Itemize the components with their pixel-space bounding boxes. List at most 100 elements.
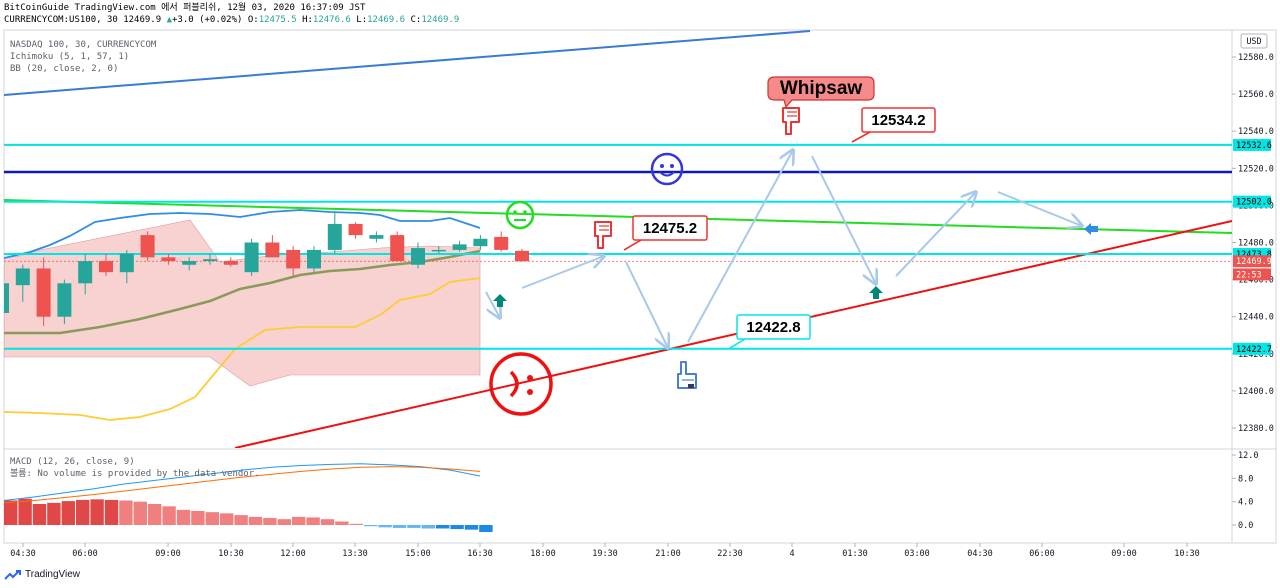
price-tag-label: 22:53 [1236,270,1262,280]
chart-header: BitCoinGuide TradingView.com 에서 퍼블리쉬, 12… [4,2,459,26]
callout-label: 12475.2 [643,220,697,237]
time-tick-label: 15:00 [405,549,431,559]
candle-body [203,259,217,262]
time-tick-label: 03:00 [904,549,930,559]
candle-body [307,249,321,269]
macd-bar [47,502,61,525]
price-tag-label: 12473.8 [1236,250,1272,260]
neutral-face-icon [505,200,535,230]
price-tick-label: 12560.0 [1238,90,1274,100]
sad-face-icon [489,352,553,416]
candle-body [119,253,134,273]
price-tick-label: 12400.0 [1238,387,1274,397]
candle-body [494,236,509,250]
time-tick-label: 06:00 [1029,549,1055,559]
macd-tick-label: 12.0 [1238,451,1258,461]
publish-line: BitCoinGuide TradingView.com 에서 퍼블리쉬, 12… [4,3,366,13]
time-tick-label: 04:30 [967,549,993,559]
macd-pane[interactable] [4,463,493,532]
macd-axis: 12.0 8.0 4.0 0.0 [1232,451,1258,531]
macd-bar [176,509,191,525]
currency-label: USD [1246,37,1261,47]
macd-bar [90,499,104,525]
time-tick-label: 10:30 [1174,549,1200,559]
candle-body [327,223,342,250]
time-axis: 04:30 06:00 09:00 10:30 12:00 13:30 15:00 16:30… [10,543,1200,559]
callout-label: 12422.8 [746,319,800,336]
macd-bar [76,499,90,525]
ohlc-line: CURRENCYCOM:US100, 30 12469.9 ▲+3.0 (+0.… [4,14,459,26]
macd-bar [191,511,205,525]
candle-body [36,268,51,317]
projection-arrow [521,256,604,289]
macd-bar [61,501,75,525]
macd-bar [364,525,378,527]
candle-body [452,244,467,250]
macd-tick-label: 4.0 [1238,498,1253,508]
macd-tick-label: 0.0 [1238,521,1253,531]
up-triangle-icon: ▲ [166,15,172,25]
macd-bar [292,516,306,525]
candle-body [15,268,30,286]
macd-bar [4,500,18,525]
pointing-down-icon [594,221,612,249]
price-tick-label: 12380.0 [1238,424,1274,434]
time-tick-label: 19:30 [592,549,618,559]
macd-bar [119,500,133,525]
price-tick-label: 12540.0 [1238,127,1274,137]
time-tick-label: 13:30 [342,549,368,559]
macd-bar [378,525,392,528]
macd-bar [277,519,291,525]
macd-bar [263,518,277,525]
time-tick-label: 09:00 [1111,549,1137,559]
price-tick-label: 12420.0 [1238,350,1274,360]
cloud-area [4,219,481,387]
macd-bar [306,517,320,525]
price-tag-label: 12469.9 [1236,257,1272,267]
macd-bar [205,512,219,525]
price-tag-box [1233,138,1271,151]
macd-bar [32,504,47,525]
price-axis: 12580.012560.012540.012520.012500.012480… [1232,53,1274,434]
price-tag-label: 12422.7 [1236,345,1272,355]
price-tick-label: 12460.0 [1238,276,1274,286]
candle-body [244,242,259,273]
macd-bar [248,516,263,525]
up-arrow-icon [493,294,507,307]
low-label: L: [356,15,368,25]
left-arrow-icon [1084,223,1098,235]
last-price: 12469.9 [123,15,162,25]
candle-body [369,235,384,239]
tradingview-logo-icon [4,569,21,580]
low-value: 12469.6 [367,15,406,25]
macd-bar [335,521,349,525]
time-tick-label: 22:30 [717,549,743,559]
high-label: H: [302,15,313,25]
macd-bar [450,525,464,530]
open-value: 12475.5 [258,15,297,25]
macd-bar [421,525,435,529]
currency-button[interactable] [1240,33,1268,49]
macd-bar [220,513,234,525]
macd-bar [320,519,335,525]
macd-bar [464,525,479,530]
candlestick-series [4,212,529,326]
projection-arrows [485,150,1082,348]
bb-legend: BB (20, close, 2, 0) [10,64,118,74]
candle-body [140,235,155,258]
green-trendline [4,199,1232,234]
price-tick-label: 12440.0 [1238,313,1274,323]
macd-bar [133,501,147,525]
callout-12534: 12534.2 [851,107,936,143]
candle-body [4,283,9,313]
price-pane[interactable] [0,30,1232,448]
projection-arrow [485,291,500,318]
price-tick-label: 12480.0 [1238,239,1274,249]
whipsaw-bubble: Whipsaw [767,76,875,109]
candle-body [78,261,93,284]
pointing-down-icon [782,107,800,135]
price-tag-label: 12532.6 [1236,141,1272,151]
candle-body [182,261,197,265]
price-tick-label: 12580.0 [1238,53,1274,63]
